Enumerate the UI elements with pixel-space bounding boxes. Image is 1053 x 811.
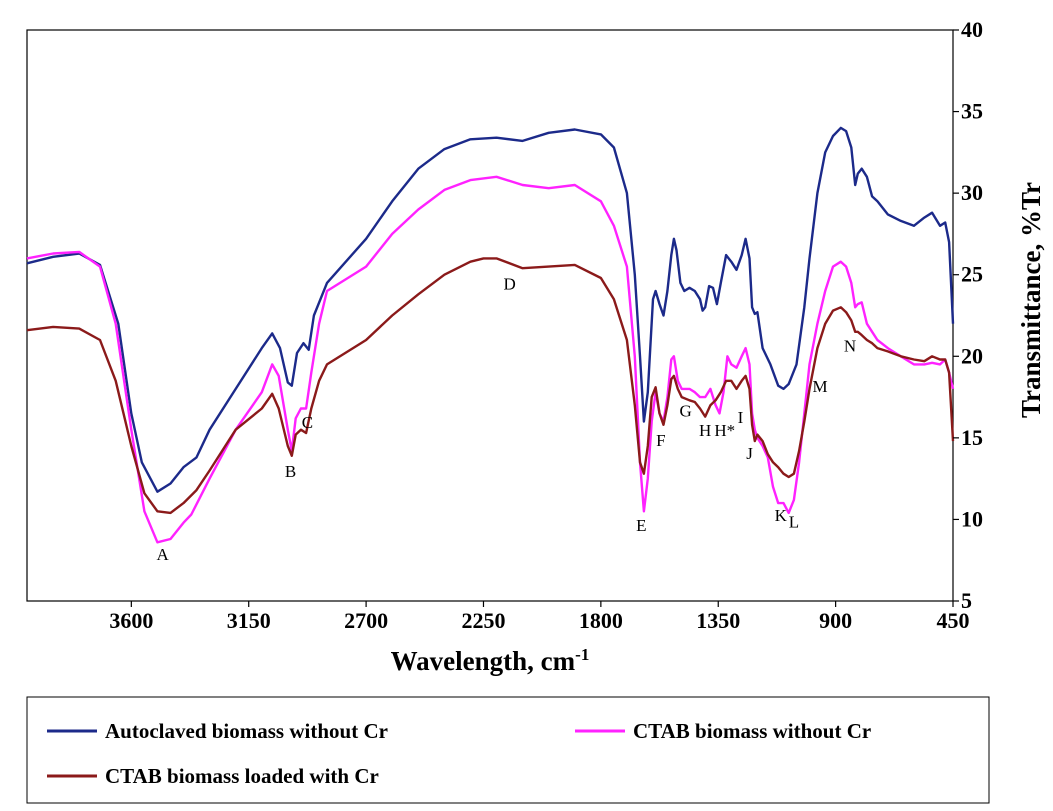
peak-label-c: C — [302, 413, 313, 432]
x-axis-ticks: 3600 3150 2700 2250 1800 1350 900 450 — [109, 601, 970, 633]
peak-label-m: M — [812, 377, 827, 396]
legend-label-3: CTAB biomass loaded with Cr — [105, 764, 379, 788]
x-tick-label: 1800 — [579, 608, 623, 633]
peak-label-b: B — [285, 462, 296, 481]
series-line-1 — [26, 126, 955, 493]
y-tick-label: 35 — [961, 99, 983, 124]
y-tick-label: 5 — [961, 588, 972, 613]
plot-area — [26, 29, 954, 602]
y-tick-label: 10 — [961, 506, 983, 531]
peak-label-n: N — [844, 336, 856, 355]
y-tick-label: 20 — [961, 343, 983, 368]
legend-box — [26, 696, 990, 804]
y-tick-label: 25 — [961, 262, 983, 287]
peak-label-f: F — [656, 431, 665, 450]
legend: Autoclaved biomass without Cr CTAB biomas… — [26, 696, 990, 804]
y-tick-label: 30 — [961, 180, 983, 205]
y-tick-label: 40 — [961, 17, 983, 42]
legend-entries: Autoclaved biomass without Cr CTAB biomas… — [47, 719, 871, 788]
x-axis-title: Wavelength, cm-1 — [391, 645, 590, 676]
y-tick-label: 15 — [961, 425, 983, 450]
x-tick-label: 3150 — [227, 608, 271, 633]
x-tick-label: 1350 — [696, 608, 740, 633]
peak-label-j: J — [746, 444, 753, 463]
peak-label-e: E — [636, 516, 646, 535]
peak-label-g: G — [679, 402, 691, 421]
x-tick-label: 2700 — [344, 608, 388, 633]
legend-label-1: Autoclaved biomass without Cr — [105, 719, 388, 743]
peak-label-i: I — [738, 408, 744, 427]
x-tick-label: 2250 — [461, 608, 505, 633]
annotation-layer: A B C D E FGH H*IJ K L M N — [156, 274, 856, 564]
x-tick-label: 450 — [937, 608, 970, 633]
peak-label-hstar: H* — [714, 421, 735, 440]
series-line-3 — [26, 257, 955, 515]
peak-label-k: K — [775, 506, 788, 525]
y-axis-ticks: 5 10 15 20 25 30 35 40 — [953, 17, 983, 613]
x-tick-label: 900 — [819, 608, 852, 633]
series-line-2 — [26, 175, 955, 544]
peak-label-d: D — [503, 274, 515, 293]
x-tick-label: 3600 — [109, 608, 153, 633]
series-layer — [26, 126, 955, 544]
peak-label-a: A — [156, 545, 169, 564]
legend-label-2: CTAB biomass without Cr — [633, 719, 871, 743]
y-axis-title: Transmittance, %Tr — [1016, 182, 1046, 418]
peak-label-h: H — [699, 421, 711, 440]
peak-label-l: L — [789, 513, 799, 532]
